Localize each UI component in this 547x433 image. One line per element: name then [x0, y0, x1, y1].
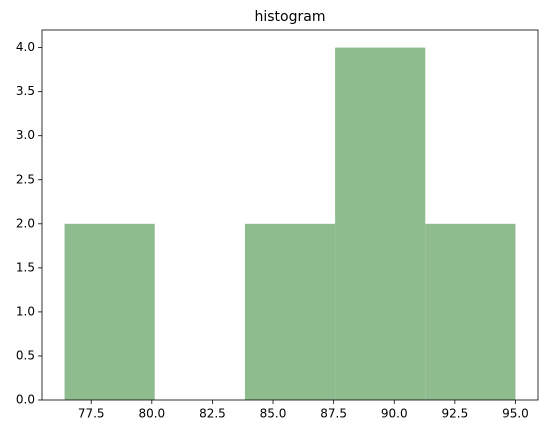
y-tick-label: 3.0: [16, 128, 35, 142]
y-tick-label: 2.5: [16, 172, 35, 186]
bar: [64, 223, 155, 400]
bar: [244, 223, 336, 400]
x-tick-label: 82.5: [199, 407, 226, 421]
x-tick-label: 87.5: [320, 407, 347, 421]
x-tick-label: 77.5: [78, 407, 105, 421]
x-tick-label: 92.5: [441, 407, 468, 421]
y-tick-label: 4.0: [16, 40, 35, 54]
bar: [335, 47, 426, 400]
y-tick-label: 2.0: [16, 216, 35, 230]
x-tick-label: 80.0: [138, 407, 165, 421]
y-tick-label: 1.5: [16, 260, 35, 274]
x-tick-label: 90.0: [381, 407, 408, 421]
y-tick-label: 0.0: [16, 393, 35, 407]
bar: [425, 223, 516, 400]
y-tick-label: 3.5: [16, 84, 35, 98]
y-tick-label: 1.0: [16, 304, 35, 318]
plot-frame: [41, 29, 539, 401]
x-tick-label: 95.0: [502, 407, 529, 421]
chart-title: histogram: [255, 9, 326, 25]
x-tick-label: 85.0: [260, 407, 287, 421]
y-tick-label: 0.5: [16, 348, 35, 362]
